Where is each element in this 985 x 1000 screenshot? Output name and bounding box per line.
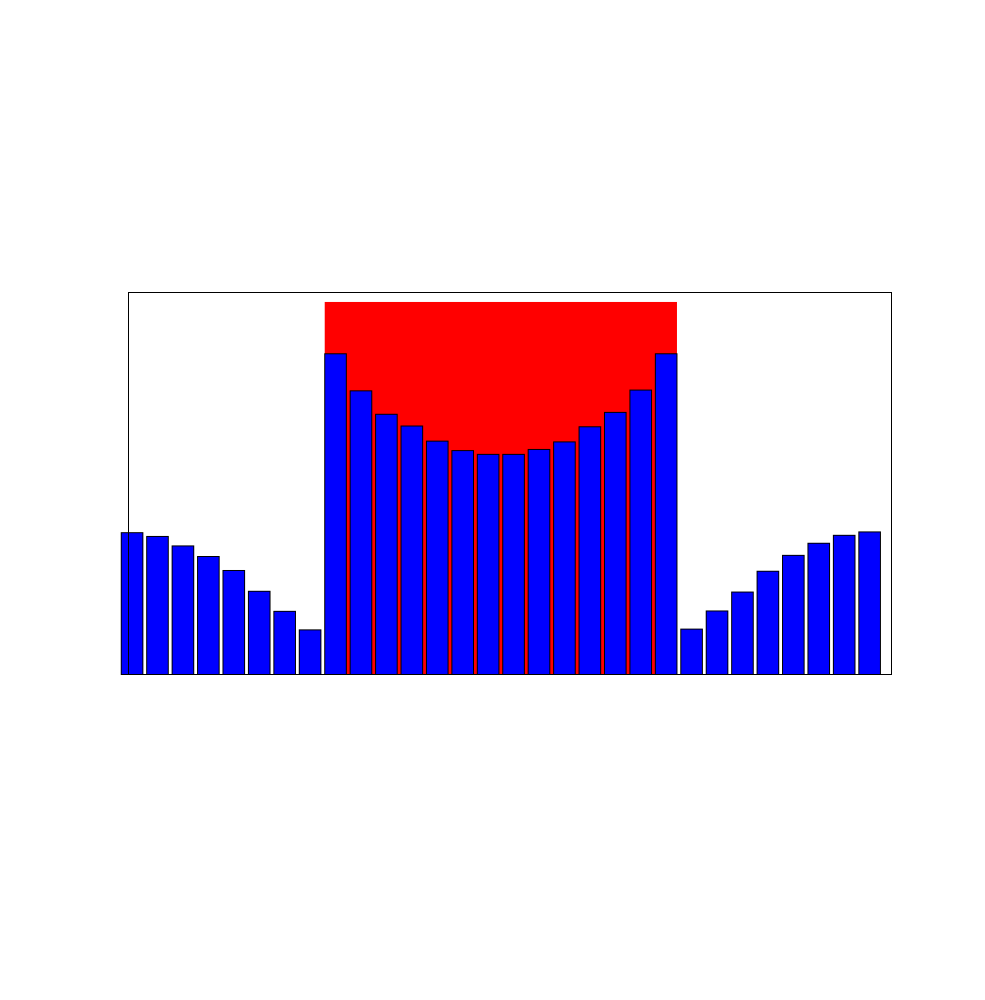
- bar: [222, 569, 246, 675]
- bar: [247, 590, 271, 675]
- bar: [858, 531, 881, 675]
- bar: [273, 610, 296, 676]
- bar: [451, 450, 475, 675]
- bar: [375, 413, 398, 675]
- bar: [832, 534, 856, 675]
- bar: [553, 441, 576, 675]
- bar: [705, 610, 729, 676]
- bar: [146, 535, 169, 676]
- bar: [171, 545, 195, 675]
- bar: [349, 390, 373, 675]
- bar: [120, 532, 144, 675]
- bar: [603, 411, 627, 675]
- bar: [502, 453, 525, 675]
- bar: [578, 426, 602, 675]
- bar: [807, 542, 831, 676]
- bar: [654, 353, 678, 675]
- bar: [782, 554, 805, 675]
- bar: [324, 353, 347, 675]
- bar: [400, 425, 424, 676]
- bars-layer: [120, 353, 881, 676]
- bar: [425, 440, 449, 676]
- bar: [680, 628, 703, 675]
- bar: [756, 570, 780, 675]
- bar: [629, 389, 653, 675]
- bar: [731, 591, 754, 675]
- bar: [197, 556, 220, 675]
- plot-frame: [128, 292, 892, 675]
- bar: [476, 453, 500, 675]
- bar: [527, 448, 551, 675]
- bar: [298, 629, 322, 675]
